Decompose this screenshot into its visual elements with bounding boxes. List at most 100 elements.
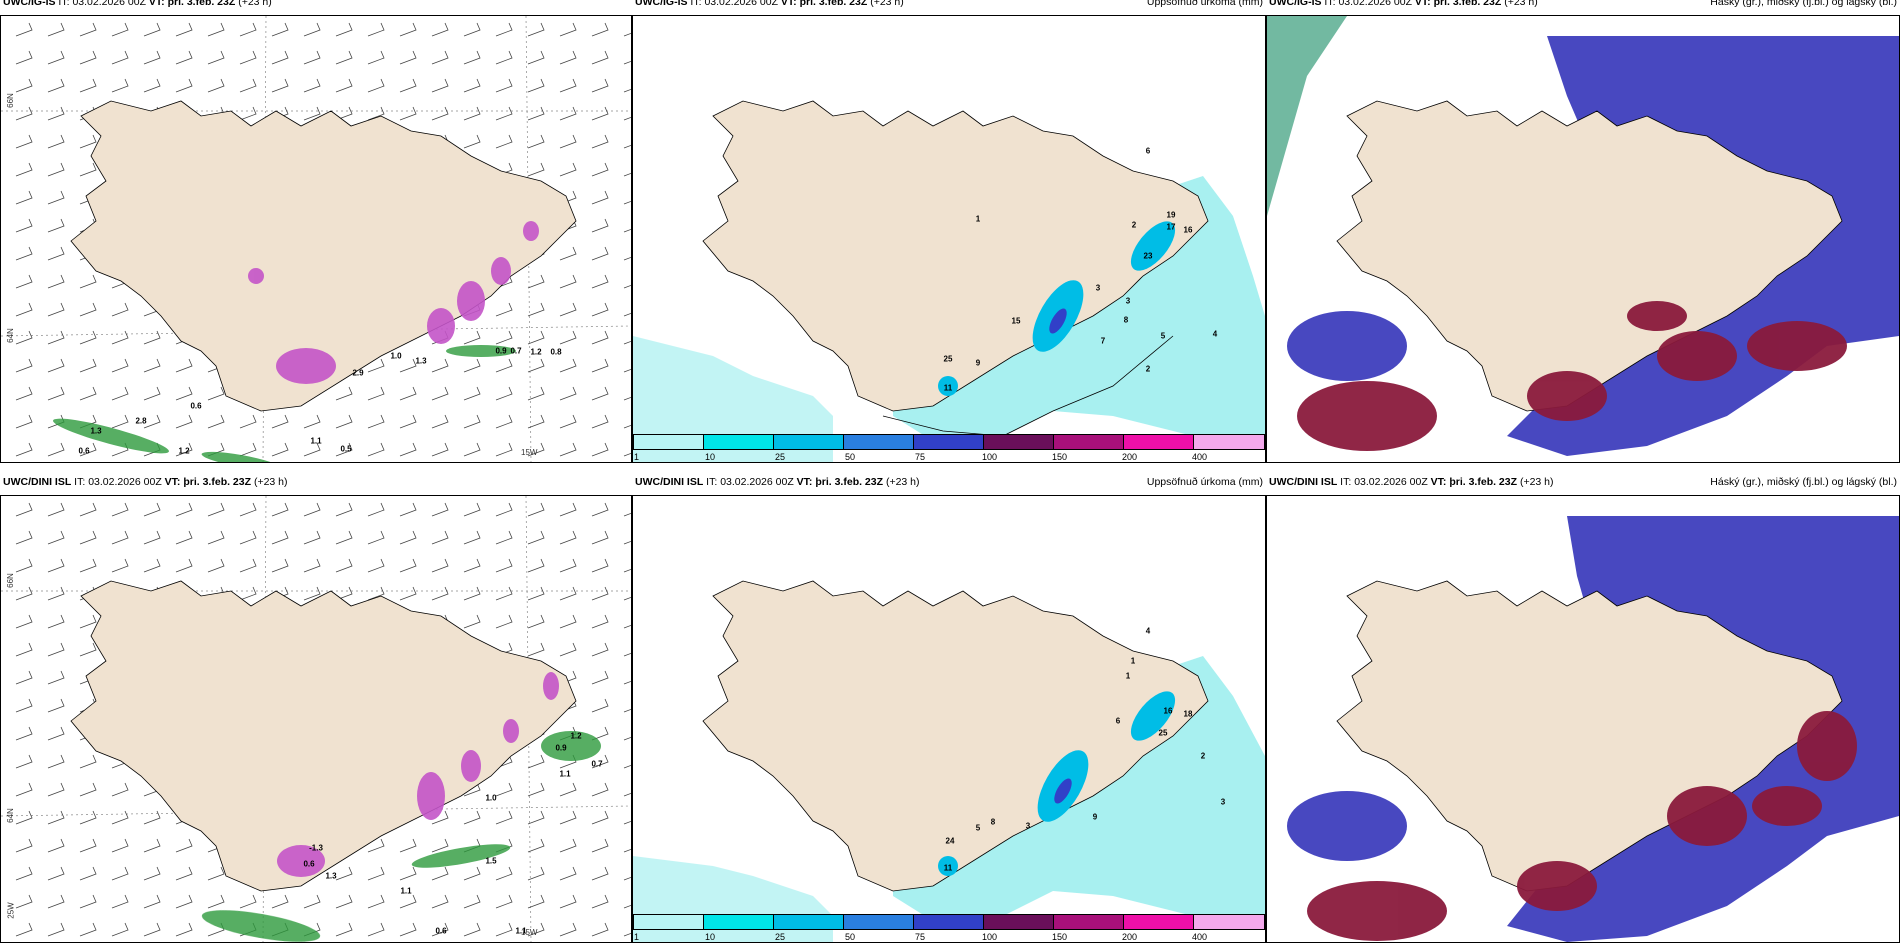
wind-barb	[559, 386, 577, 401]
precip-value: 6	[1115, 716, 1121, 726]
wind-barb	[15, 782, 33, 797]
panel-top-clouds: UWC/IG-IS IT: 03.02.2026 00Z VT: þri. 3.…	[1266, 0, 1900, 463]
wind-barb	[367, 502, 385, 517]
wind-barb	[559, 530, 577, 545]
wind-barb	[527, 558, 545, 573]
map-bottom-wind[interactable]	[1, 496, 631, 942]
wind-barb	[15, 698, 33, 713]
header-top-wind: UWC/IG-IS IT: 03.02.2026 00Z VT: þri. 3.…	[3, 0, 272, 8]
wind-barb	[527, 386, 545, 401]
wind-barb	[399, 358, 417, 373]
title-clouds-bottom: Háský (gr.), miðský (fj.bl.) og lágský (…	[1710, 476, 1897, 488]
wind-barb	[47, 190, 65, 205]
wind-barb	[367, 358, 385, 373]
wind-barb	[399, 442, 417, 457]
wind-barb	[591, 78, 609, 93]
wind-barb	[399, 78, 417, 93]
wind-barb	[79, 134, 97, 149]
wind-barb	[111, 894, 129, 909]
wind-barb	[623, 820, 631, 825]
wind-barb	[15, 894, 33, 909]
wind-value: 0.6	[435, 926, 447, 936]
wind-barb	[591, 726, 609, 741]
wind-barb	[271, 22, 289, 37]
wind-barb	[111, 782, 129, 797]
wind-barb	[175, 894, 193, 909]
precip-value: 9	[1092, 812, 1098, 822]
wind-barb	[591, 502, 609, 517]
wind-barb	[143, 558, 161, 573]
precip-value: 3	[1125, 296, 1131, 306]
wind-barb	[111, 530, 129, 545]
wind-barb	[399, 50, 417, 65]
panel-bottom-wind: UWC/DINI ISL IT: 03.02.2026 00Z VT: þri.…	[0, 476, 632, 943]
precip-value: 19	[1166, 210, 1176, 220]
legend-tick: 100	[982, 452, 998, 462]
wind-barb	[207, 530, 225, 545]
wind-barb	[207, 22, 225, 37]
wind-barb	[559, 838, 577, 853]
wind-barb	[47, 218, 65, 233]
precip-value: 2	[1200, 751, 1206, 761]
wind-barb	[335, 894, 353, 909]
legend-tick: 75	[915, 452, 926, 462]
wind-barb	[527, 838, 545, 853]
wind-barb	[15, 274, 33, 289]
grid-label-66n: 66N	[5, 573, 15, 588]
wind-barb	[47, 726, 65, 741]
wind-barb	[495, 50, 513, 65]
wind-barb	[79, 358, 97, 373]
wind-barb	[175, 50, 193, 65]
wind-barb	[15, 614, 33, 629]
wind-barb	[591, 330, 609, 345]
wind-barb	[79, 162, 97, 177]
wind-barb	[79, 502, 97, 517]
wind-barb	[367, 78, 385, 93]
wind-barb	[623, 452, 631, 457]
wind-barb	[175, 22, 193, 37]
wind-barb	[15, 414, 33, 429]
legend-tick: 100	[982, 932, 998, 942]
wind-barb	[303, 894, 321, 909]
wind-barb	[591, 922, 609, 937]
wind-barb	[79, 302, 97, 317]
wind-barb	[495, 502, 513, 517]
wind-barb	[463, 330, 481, 345]
wind-barb	[79, 838, 97, 853]
wind-barb	[79, 50, 97, 65]
wind-barb	[79, 558, 97, 573]
wind-barb	[47, 502, 65, 517]
wind-barb	[239, 442, 257, 457]
wind-barb	[79, 782, 97, 797]
wind-barb	[79, 866, 97, 881]
wind-barb	[47, 162, 65, 177]
wind-barb	[335, 106, 353, 121]
wind-barb	[143, 922, 161, 937]
wind-barb	[399, 866, 417, 881]
legend-tick: 10	[705, 932, 716, 942]
wind-barb	[175, 530, 193, 545]
map-top-wind[interactable]	[1, 16, 631, 462]
map-bottom-clouds[interactable]	[1267, 496, 1899, 942]
grid-label-64n: 64N	[5, 808, 15, 823]
legend-swatch	[913, 434, 984, 450]
legend-tick: 10	[705, 452, 716, 462]
precip-value: 17	[1166, 222, 1176, 232]
wind-barb	[335, 22, 353, 37]
wind-value: 0.8	[550, 347, 562, 357]
map-bottom-precip[interactable]	[633, 496, 1265, 942]
legend-tick: 1	[634, 452, 640, 462]
map-top-clouds[interactable]	[1267, 16, 1899, 462]
map-top-precip[interactable]	[633, 16, 1265, 462]
wind-barb	[335, 50, 353, 65]
wind-barb	[47, 642, 65, 657]
wind-barb	[15, 866, 33, 881]
wind-barb	[335, 502, 353, 517]
grid-label-64n: 64N	[5, 328, 15, 343]
wind-barb	[431, 414, 449, 429]
wind-barb	[79, 754, 97, 769]
legend-top: 1 10 25 50 75 100 150 200 400	[633, 434, 1265, 462]
wind-value: 0.6	[303, 859, 315, 869]
wind-barb	[335, 442, 353, 457]
wind-barb	[431, 50, 449, 65]
